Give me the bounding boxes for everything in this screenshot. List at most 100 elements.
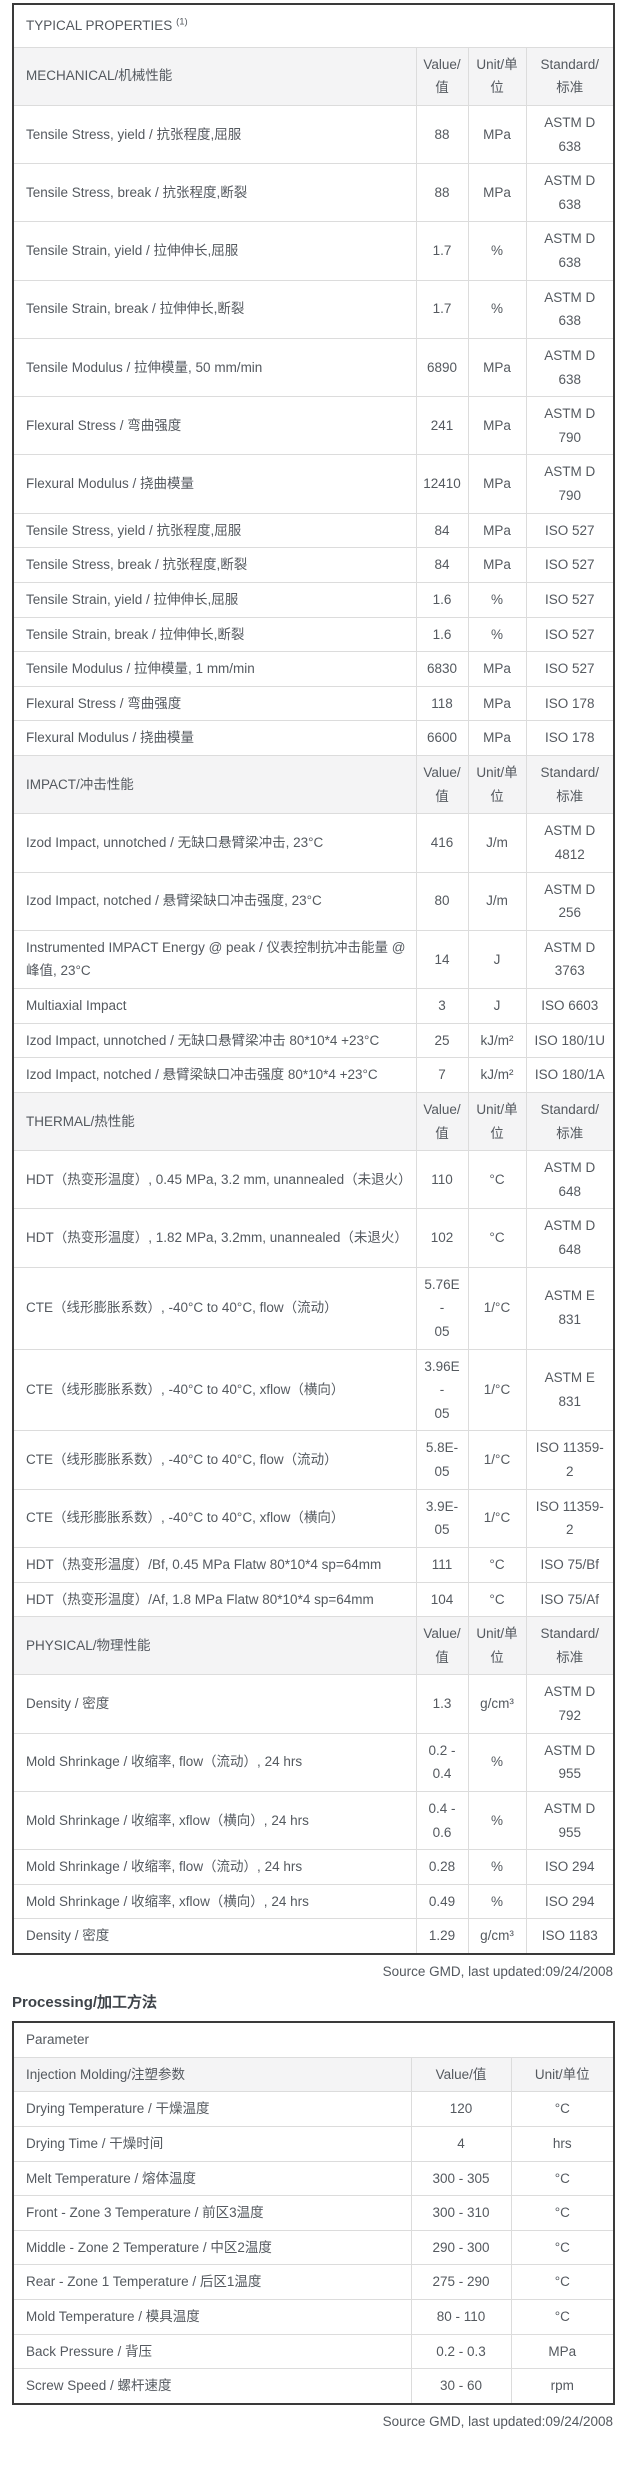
section-physical: PHYSICAL/物理性能 Value/ 值 Unit/单 位 Standard… <box>12 1616 615 1955</box>
section-title: THERMAL/热性能 <box>12 1091 417 1152</box>
property-value: 6600 <box>415 720 469 756</box>
processing-header-unit: Unit/单位 <box>510 2056 615 2093</box>
property-value: 104 <box>415 1581 469 1618</box>
property-unit: °C <box>467 1546 527 1583</box>
property-row: Tensile Strain, break / 拉伸伸长,断裂 1.6 % IS… <box>12 616 615 653</box>
property-value: 0.4 - 0.6 <box>415 1790 469 1851</box>
parameter-data-row: Melt Temperature / 熔体温度 300 - 305 °C <box>12 2160 615 2197</box>
property-label: CTE（线形膨胀系数）, -40°C to 40°C, flow（流动） <box>12 1266 417 1350</box>
property-label: HDT（热变形温度）/Af, 1.8 MPa Flatw 80*10*4 sp=… <box>12 1581 417 1618</box>
property-standard: ASTM D 638 <box>525 221 615 281</box>
section-header-row-mechanical: MECHANICAL/机械性能 Value/ 值 Unit/单 位 Standa… <box>12 46 615 106</box>
property-value: 241 <box>415 396 469 456</box>
property-standard: ASTM D 638 <box>525 337 615 398</box>
property-value: 3 <box>415 988 469 1024</box>
property-standard: ASTM D 638 <box>525 104 615 165</box>
processing-heading: Processing/加工方法 <box>12 1994 158 2011</box>
property-unit: g/cm³ <box>467 1918 527 1955</box>
property-standard: ISO 75/Bf <box>525 1546 615 1583</box>
parameter-label: Front - Zone 3 Temperature / 前区3温度 <box>12 2195 412 2231</box>
property-label: Density / 密度 <box>12 1674 417 1734</box>
property-unit: MPa <box>467 720 527 756</box>
parameter-value: 120 <box>410 2091 512 2127</box>
parameter-value: 290 - 300 <box>410 2229 512 2266</box>
property-unit: % <box>467 581 527 618</box>
property-row: CTE（线形膨胀系数）, -40°C to 40°C, flow（流动） 5.8… <box>12 1430 615 1490</box>
column-header-unit: Unit/单 位 <box>467 46 527 106</box>
section-title: PHYSICAL/物理性能 <box>12 1616 417 1676</box>
parameter-label: Melt Temperature / 熔体温度 <box>12 2160 412 2197</box>
property-standard: ASTM D 256 <box>525 871 615 931</box>
property-standard: ASTM D 3763 <box>525 929 615 990</box>
property-row: Izod Impact, unnotched / 无缺口悬臂梁冲击 80*10*… <box>12 1022 615 1059</box>
property-unit: MPa <box>467 163 527 223</box>
property-unit: J/m <box>467 871 527 931</box>
property-row: Mold Shrinkage / 收缩率, flow（流动）, 24 hrs 0… <box>12 1732 615 1792</box>
property-unit: 1/°C <box>467 1266 527 1350</box>
column-header-standard: Standard/ 标准 <box>525 1091 615 1152</box>
property-row: Instrumented IMPACT Energy @ peak / 仪表控制… <box>12 929 615 990</box>
property-label: HDT（热变形温度）, 0.45 MPa, 3.2 mm, unannealed… <box>12 1150 417 1210</box>
parameter-data-row: Screw Speed / 螺杆速度 30 - 60 rpm <box>12 2368 615 2405</box>
property-standard: ISO 178 <box>525 685 615 722</box>
source-note: Source GMD, last updated:09/24/2008 <box>382 1964 613 1979</box>
property-value: 7 <box>415 1057 469 1093</box>
property-row: Flexural Stress / 弯曲强度 241 MPa ASTM D 79… <box>12 396 615 456</box>
property-row: Izod Impact, notched / 悬臂梁缺口冲击强度 80*10*4… <box>12 1057 615 1093</box>
property-standard: ISO 180/1U <box>525 1022 615 1059</box>
property-unit: kJ/m² <box>467 1022 527 1059</box>
section-thermal: THERMAL/热性能 Value/ 值 Unit/单 位 Standard/ … <box>12 1091 615 1618</box>
property-standard: ISO 180/1A <box>525 1057 615 1093</box>
parameter-data-row: Mold Temperature / 模具温度 80 - 110 °C <box>12 2299 615 2335</box>
property-row: Izod Impact, notched / 悬臂梁缺口冲击强度, 23°C 8… <box>12 871 615 931</box>
column-header-value: Value/ 值 <box>415 754 469 815</box>
property-unit: % <box>467 1790 527 1851</box>
property-unit: 1/°C <box>467 1488 527 1548</box>
processing-header-label: Injection Molding/注塑参数 <box>12 2056 412 2093</box>
parameter-label: Screw Speed / 螺杆速度 <box>12 2368 412 2405</box>
property-row: HDT（热变形温度）, 0.45 MPa, 3.2 mm, unannealed… <box>12 1150 615 1210</box>
parameter-label: Back Pressure / 背压 <box>12 2333 412 2370</box>
section-header-row-physical: PHYSICAL/物理性能 Value/ 值 Unit/单 位 Standard… <box>12 1616 615 1676</box>
property-row: Tensile Stress, yield / 抗张程度,屈服 84 MPa I… <box>12 512 615 549</box>
property-row: CTE（线形膨胀系数）, -40°C to 40°C, flow（流动） 5.7… <box>12 1266 615 1350</box>
property-unit: °C <box>467 1208 527 1268</box>
parameter-data-row: Drying Time / 干燥时间 4 hrs <box>12 2125 615 2162</box>
source-note-processing: Source GMD, last updated:09/24/2008 <box>382 2413 613 2429</box>
property-label: Mold Shrinkage / 收缩率, flow（流动）, 24 hrs <box>12 1732 417 1792</box>
parameter-value: 275 - 290 <box>410 2264 512 2300</box>
parameter-data-row: Back Pressure / 背压 0.2 - 0.3 MPa <box>12 2333 615 2370</box>
section-header-row-impact: IMPACT/冲击性能 Value/ 值 Unit/单 位 Standard/ … <box>12 754 615 815</box>
property-standard: ASTM D 648 <box>525 1150 615 1210</box>
property-label: Multiaxial Impact <box>12 988 417 1024</box>
property-value: 1.6 <box>415 581 469 618</box>
property-row: CTE（线形膨胀系数）, -40°C to 40°C, xflow（横向） 3.… <box>12 1348 615 1432</box>
property-unit: MPa <box>467 651 527 687</box>
property-value: 25 <box>415 1022 469 1059</box>
property-value: 3.96E- 05 <box>415 1348 469 1432</box>
parameter-unit: °C <box>510 2229 615 2266</box>
column-header-value: Value/ 值 <box>415 46 469 106</box>
property-label: Mold Shrinkage / 收缩率, flow（流动）, 24 hrs <box>12 1849 417 1885</box>
section-title: MECHANICAL/机械性能 <box>12 46 417 106</box>
property-row: Tensile Modulus / 拉伸模量, 1 mm/min 6830 MP… <box>12 651 615 687</box>
property-row: Density / 密度 1.29 g/cm³ ISO 1183 <box>12 1918 615 1955</box>
parameter-unit: °C <box>510 2299 615 2335</box>
parameter-unit: °C <box>510 2195 615 2231</box>
property-unit: J/m <box>467 813 527 873</box>
parameter-label: Rear - Zone 1 Temperature / 后区1温度 <box>12 2264 412 2300</box>
property-label: Flexural Modulus / 挠曲模量 <box>12 720 417 756</box>
parameter-unit: rpm <box>510 2368 615 2405</box>
property-unit: % <box>467 1732 527 1792</box>
section-header-row-thermal: THERMAL/热性能 Value/ 值 Unit/单 位 Standard/ … <box>12 1091 615 1152</box>
property-standard: ASTM D 792 <box>525 1674 615 1734</box>
parameter-value: 4 <box>410 2125 512 2162</box>
property-row: HDT（热变形温度）/Bf, 0.45 MPa Flatw 80*10*4 sp… <box>12 1546 615 1583</box>
property-label: Flexural Modulus / 挠曲模量 <box>12 454 417 514</box>
property-row: Tensile Stress, yield / 抗张程度,屈服 88 MPa A… <box>12 104 615 165</box>
property-value: 5.8E- 05 <box>415 1430 469 1490</box>
column-header-standard: Standard/ 标准 <box>525 1616 615 1676</box>
column-header-unit: Unit/单 位 <box>467 1616 527 1676</box>
property-standard: ASTM D 790 <box>525 454 615 514</box>
column-header-value: Value/ 值 <box>415 1091 469 1152</box>
